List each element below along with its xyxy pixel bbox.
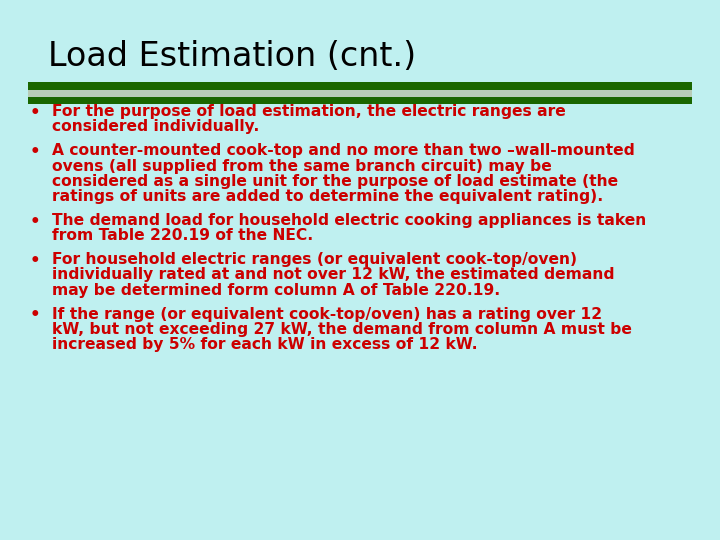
- Text: individually rated at and not over 12 kW, the estimated demand: individually rated at and not over 12 kW…: [52, 267, 614, 282]
- Text: ovens (all supplied from the same branch circuit) may be: ovens (all supplied from the same branch…: [52, 159, 552, 173]
- Text: For household electric ranges (or equivalent cook-top/oven): For household electric ranges (or equiva…: [52, 252, 577, 267]
- Text: ratings of units are added to determine the equivalent rating).: ratings of units are added to determine …: [52, 190, 603, 205]
- Text: kW, but not exceeding 27 kW, the demand from column A must be: kW, but not exceeding 27 kW, the demand …: [52, 322, 632, 337]
- Text: For the purpose of load estimation, the electric ranges are: For the purpose of load estimation, the …: [52, 104, 566, 119]
- Text: •: •: [30, 143, 40, 161]
- Text: Load Estimation (cnt.): Load Estimation (cnt.): [48, 40, 416, 73]
- Text: from Table 220.19 of the NEC.: from Table 220.19 of the NEC.: [52, 228, 313, 244]
- Text: A counter-mounted cook-top and no more than two –wall-mounted: A counter-mounted cook-top and no more t…: [52, 143, 635, 158]
- Text: If the range (or equivalent cook-top/oven) has a rating over 12: If the range (or equivalent cook-top/ove…: [52, 307, 602, 321]
- Text: •: •: [30, 307, 40, 325]
- Text: The demand load for household electric cooking appliances is taken: The demand load for household electric c…: [52, 213, 647, 228]
- Text: may be determined form column A of Table 220.19.: may be determined form column A of Table…: [52, 283, 500, 298]
- Text: •: •: [30, 252, 40, 270]
- Text: considered individually.: considered individually.: [52, 119, 259, 134]
- Text: •: •: [30, 104, 40, 122]
- Text: considered as a single unit for the purpose of load estimate (the: considered as a single unit for the purp…: [52, 174, 618, 189]
- Text: increased by 5% for each kW in excess of 12 kW.: increased by 5% for each kW in excess of…: [52, 338, 477, 353]
- Text: •: •: [30, 213, 40, 231]
- Bar: [28, 82, 692, 104]
- Bar: [28, 90, 692, 97]
